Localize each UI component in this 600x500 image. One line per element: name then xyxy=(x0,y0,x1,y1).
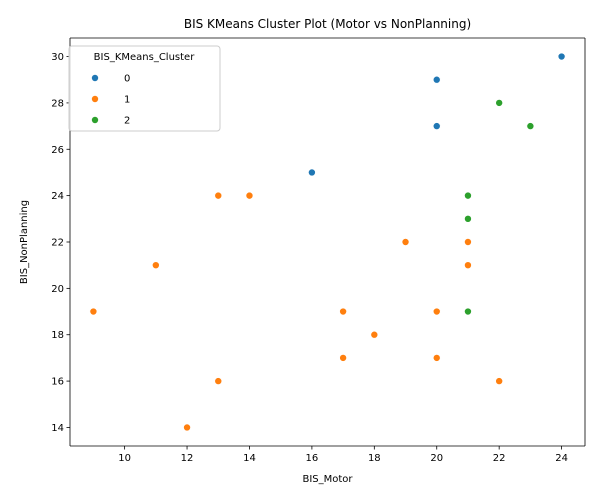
data-point xyxy=(339,354,347,362)
data-point xyxy=(245,191,254,200)
x-tick-label: 12 xyxy=(181,453,194,464)
data-point xyxy=(432,122,441,130)
data-point xyxy=(308,168,316,177)
legend-label: 0 xyxy=(124,74,130,85)
legend: BIS_KMeans_Cluster 0 1 2 xyxy=(68,45,221,132)
x-axis-ticks: 10 12 14 16 18 20 22 24 xyxy=(118,446,568,464)
data-point xyxy=(464,191,472,200)
legend-marker xyxy=(91,95,99,103)
y-tick-label: 18 xyxy=(51,330,64,341)
data-point xyxy=(557,52,566,61)
data-point xyxy=(432,307,441,316)
y-tick-label: 20 xyxy=(51,284,64,295)
y-axis-label: BIS_NonPlanning xyxy=(19,200,30,284)
data-point xyxy=(214,191,223,200)
x-tick-label: 18 xyxy=(368,453,381,464)
legend-entries: 0 1 2 xyxy=(91,74,130,127)
y-tick-label: 22 xyxy=(51,238,64,249)
x-tick-label: 24 xyxy=(555,453,568,464)
legend-box xyxy=(68,45,221,132)
data-point xyxy=(464,238,472,246)
data-point xyxy=(183,423,191,432)
y-tick-label: 28 xyxy=(51,98,64,109)
x-tick-label: 22 xyxy=(493,453,506,464)
y-tick-label: 14 xyxy=(51,423,64,434)
data-point xyxy=(526,122,535,130)
x-tick-label: 20 xyxy=(430,453,443,464)
legend-marker xyxy=(91,74,99,82)
data-point xyxy=(464,261,472,269)
data-point xyxy=(495,99,503,107)
data-point xyxy=(495,377,503,385)
legend-label: 1 xyxy=(124,95,130,106)
legend-title: BIS_KMeans_Cluster xyxy=(94,52,196,63)
data-point xyxy=(370,330,379,339)
x-tick-label: 14 xyxy=(243,453,256,464)
data-point xyxy=(464,215,472,223)
legend-marker xyxy=(91,116,99,124)
y-tick-label: 30 xyxy=(51,52,64,63)
chart-title: BIS KMeans Cluster Plot (Motor vs NonPla… xyxy=(184,17,471,31)
data-point xyxy=(401,238,410,246)
x-tick-label: 10 xyxy=(118,453,131,464)
data-point xyxy=(89,307,98,316)
points-layer xyxy=(89,52,566,432)
data-point xyxy=(339,307,347,316)
data-point xyxy=(152,261,160,269)
data-point xyxy=(432,354,441,362)
data-point xyxy=(464,307,472,316)
y-tick-label: 16 xyxy=(51,377,64,388)
data-point xyxy=(214,377,223,385)
x-axis-label: BIS_Motor xyxy=(302,474,353,485)
data-point xyxy=(432,75,441,84)
y-tick-label: 24 xyxy=(51,191,64,202)
y-tick-label: 26 xyxy=(51,145,64,156)
legend-label: 2 xyxy=(124,116,130,127)
y-axis-ticks: 14 16 18 20 22 24 26 28 30 xyxy=(51,52,70,434)
x-tick-label: 16 xyxy=(306,453,319,464)
